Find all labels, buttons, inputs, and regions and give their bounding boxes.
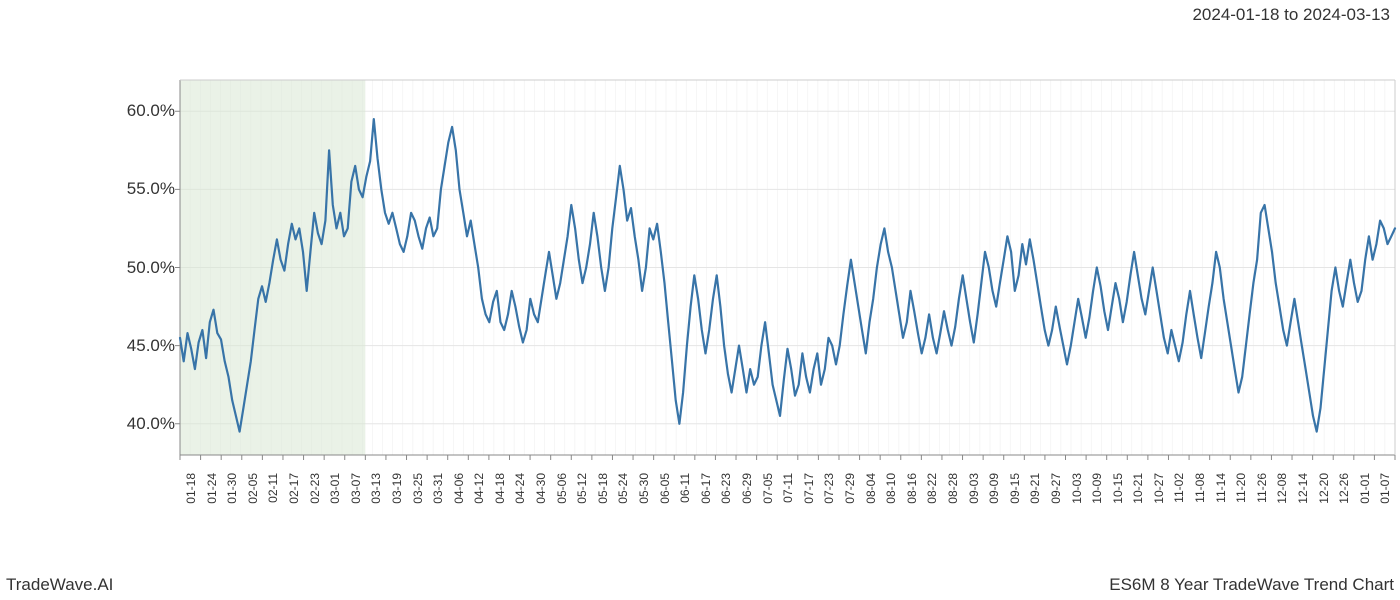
x-tick-label: 11-26 [1255,473,1269,503]
x-tick-label: 09-21 [1028,473,1042,504]
x-tick-label: 05-24 [616,473,630,504]
x-tick-label: 04-18 [493,473,507,504]
x-tick-label: 10-03 [1070,473,1084,504]
x-tick-label: 08-22 [925,473,939,504]
x-tick-label: 06-17 [699,473,713,504]
x-tick-label: 03-13 [369,473,383,504]
x-tick-label: 12-20 [1317,473,1331,504]
x-tick-label: 10-15 [1111,473,1125,504]
x-tick-label: 01-01 [1358,473,1372,504]
x-tick-label: 12-08 [1275,473,1289,504]
date-range-text: 2024-01-18 to 2024-03-13 [1192,5,1390,25]
x-tick-label: 04-12 [472,473,486,504]
x-tick-label: 01-18 [184,473,198,504]
x-tick-label: 06-23 [719,473,733,504]
x-tick-label: 09-15 [1008,473,1022,504]
x-tick-label: 03-07 [349,473,363,504]
x-tick-label: 08-10 [884,473,898,504]
x-tick-label: 06-05 [658,473,672,504]
chart-area: 40.0% 45.0% 50.0% 55.0% 60.0% 01-18 01-24 01-30… [0,35,1400,560]
x-tick-label: 10-21 [1131,473,1145,504]
x-tick-label: 08-16 [905,473,919,504]
x-tick-label: 01-07 [1378,473,1392,504]
x-tick-label: 02-17 [287,473,301,504]
x-tick-label: 11-14 [1214,473,1228,503]
x-tick-label: 08-04 [864,473,878,504]
x-tick-label: 05-18 [596,473,610,504]
x-tick-label: 03-01 [328,473,342,504]
x-tick-label: 08-28 [946,473,960,504]
brand-text: TradeWave.AI [6,575,113,595]
x-tick-label: 09-09 [987,473,1001,504]
x-tick-label: 05-12 [575,473,589,504]
x-tick-label: 10-27 [1152,473,1166,504]
x-tick-label: 07-29 [843,473,857,504]
x-tick-label: 02-23 [308,473,322,504]
x-tick-label: 04-24 [513,473,527,504]
x-tick-label: 11-08 [1193,473,1207,503]
x-tick-label: 11-02 [1172,473,1186,503]
y-tick-label: 40.0% [95,414,175,434]
x-tick-label: 07-17 [802,473,816,504]
x-tick-label: 02-11 [266,473,280,503]
x-tick-label: 07-05 [761,473,775,504]
y-tick-label: 50.0% [95,258,175,278]
x-tick-label: 01-30 [225,473,239,504]
x-tick-label: 12-14 [1296,473,1310,504]
x-tick-label: 02-05 [246,473,260,504]
x-tick-label: 03-25 [411,473,425,504]
x-tick-label: 11-20 [1234,473,1248,503]
x-tick-label: 12-26 [1337,473,1351,504]
chart-title: ES6M 8 Year TradeWave Trend Chart [1109,575,1394,595]
x-tick-label: 03-19 [390,473,404,504]
x-tick-label: 07-11 [781,473,795,503]
x-tick-label: 09-03 [967,473,981,504]
x-tick-label: 04-06 [452,473,466,504]
x-tick-label: 09-27 [1049,473,1063,504]
x-tick-label: 04-30 [534,473,548,504]
x-tick-label: 06-11 [678,473,692,503]
x-tick-label: 07-23 [822,473,836,504]
x-tick-label: 01-24 [205,473,219,504]
y-tick-label: 60.0% [95,101,175,121]
x-tick-label: 03-31 [431,473,445,504]
x-tick-label: 10-09 [1090,473,1104,504]
y-tick-label: 55.0% [95,179,175,199]
x-tick-label: 05-06 [555,473,569,504]
y-tick-label: 45.0% [95,336,175,356]
x-tick-label: 05-30 [637,473,651,504]
x-tick-label: 06-29 [740,473,754,504]
